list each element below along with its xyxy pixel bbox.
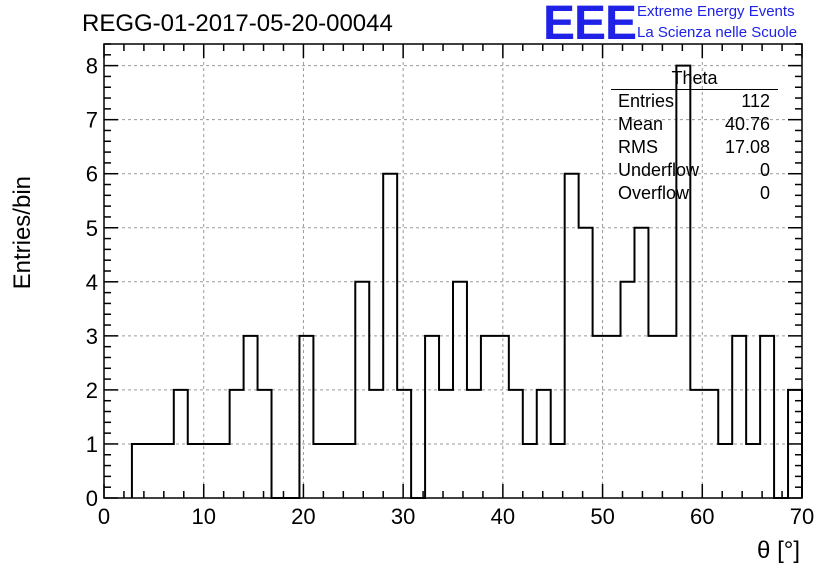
y-tick-label: 6	[86, 162, 98, 187]
stats-rows: Entries 112 Mean 40.76 RMS 17.08 Underflow 0 Ove…	[611, 90, 778, 205]
stats-row-underflow: Underflow 0	[611, 159, 778, 182]
histogram-bin	[327, 444, 341, 498]
y-tick-label: 2	[86, 378, 98, 403]
histogram-bin	[495, 336, 509, 498]
x-tick-label: 70	[790, 504, 814, 529]
stats-row-mean: Mean 40.76	[611, 113, 778, 136]
stats-label: Mean	[618, 114, 664, 134]
x-tick-labels: 0 10 20 30 40 50 60 70	[98, 504, 814, 529]
histogram-bin	[425, 336, 439, 498]
histogram-bin	[174, 390, 188, 498]
y-tick-label: 7	[86, 108, 98, 133]
stats-label: Entries	[618, 91, 675, 111]
eee-logo: EEE	[543, 0, 637, 50]
histogram-bin	[313, 444, 327, 498]
stats-value: 112	[741, 91, 770, 111]
x-tick-label: 30	[391, 504, 415, 529]
y-tick-label: 0	[86, 486, 98, 511]
stats-row-overflow: Overflow 0	[611, 182, 778, 205]
histogram-bin	[383, 174, 397, 498]
stats-value: 0	[759, 183, 770, 203]
stats-row-rms: RMS 17.08	[611, 136, 778, 159]
histogram-bin	[160, 444, 174, 498]
chart-title: REGG-01-2017-05-20-00044	[82, 10, 393, 37]
stats-box: Theta Entries 112 Mean 40.76 RMS 17.08 Underfl…	[611, 67, 778, 205]
histogram-bin	[216, 444, 230, 498]
y-tick-label: 5	[86, 216, 98, 241]
logo-line-1: Extreme Energy Events	[637, 3, 795, 20]
y-tick-label: 1	[86, 432, 98, 457]
histogram-bin	[718, 444, 732, 498]
y-axis-label: Entries/bin	[9, 176, 36, 289]
stats-title: Theta	[671, 68, 718, 88]
stats-divider	[611, 89, 778, 90]
x-tick-label: 0	[98, 504, 110, 529]
histogram-bin	[648, 336, 662, 498]
stats-value: 17.08	[724, 137, 770, 157]
histogram-bin	[732, 336, 746, 498]
stats-value: 40.76	[724, 114, 770, 134]
histogram-bin	[551, 444, 565, 498]
stats-row-entries: Entries 112	[611, 90, 778, 113]
histogram-bin	[244, 336, 258, 498]
histogram-bin	[481, 336, 495, 498]
stats-value: 0	[759, 160, 770, 180]
y-tick-labels: 0 1 2 3 4 5 6 7 8	[86, 54, 98, 511]
stats-label: Overflow	[618, 183, 690, 203]
histogram-bin	[593, 336, 607, 498]
histogram-bin	[662, 336, 676, 498]
histogram-bin	[579, 228, 593, 498]
histogram-bin	[341, 444, 355, 498]
y-tick-label: 3	[86, 324, 98, 349]
logo-line-2: La Scienza nelle Scuole	[637, 24, 798, 41]
histogram-bin	[634, 228, 648, 498]
x-tick-label: 50	[590, 504, 614, 529]
histogram-outline	[130, 64, 803, 499]
axis-ticks	[103, 43, 803, 499]
x-tick-label: 40	[491, 504, 515, 529]
histogram-bin	[146, 444, 160, 498]
histogram-bin	[299, 336, 313, 498]
histogram-bin	[760, 336, 774, 498]
x-tick-label: 20	[291, 504, 315, 529]
x-tick-label: 60	[690, 504, 714, 529]
histogram-bin	[523, 444, 537, 498]
histogram-bin	[746, 444, 760, 498]
histogram-bin	[258, 390, 272, 498]
histogram-bin	[607, 336, 621, 498]
histogram-bin	[188, 444, 202, 498]
y-tick-label: 8	[86, 54, 98, 79]
y-tick-label: 4	[86, 270, 98, 295]
histogram-bin	[132, 444, 146, 498]
x-tick-label: 10	[191, 504, 215, 529]
stats-label: Underflow	[618, 160, 700, 180]
histogram-bars	[130, 64, 803, 499]
x-axis-label: θ [°]	[757, 537, 800, 564]
stats-label: RMS	[618, 137, 658, 157]
